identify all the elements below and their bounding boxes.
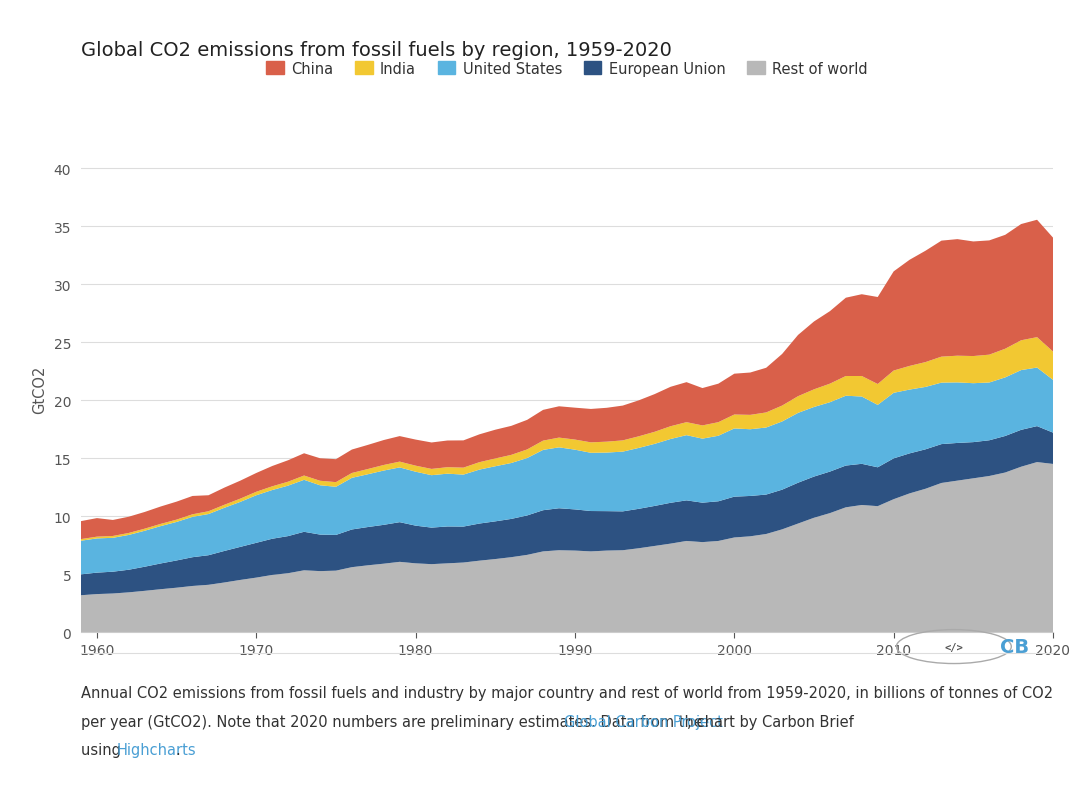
Y-axis label: GtCO2: GtCO2 [31,365,46,414]
Text: Annual CO2 emissions from fossil fuels and industry by major country and rest of: Annual CO2 emissions from fossil fuels a… [81,685,1053,700]
Text: Global Carbon Project: Global Carbon Project [564,714,723,728]
Text: Highcharts: Highcharts [117,742,195,757]
Text: using: using [81,742,125,757]
Text: Global CO2 emissions from fossil fuels by region, 1959-2020: Global CO2 emissions from fossil fuels b… [81,41,672,59]
Text: .: . [175,742,180,757]
Text: ; chart by Carbon Brief: ; chart by Carbon Brief [687,714,854,728]
Text: per year (GtCO2). Note that 2020 numbers are preliminary estimates. Data from th: per year (GtCO2). Note that 2020 numbers… [81,714,707,728]
Text: </>: </> [945,642,963,652]
Legend: China, India, United States, European Union, Rest of world: China, India, United States, European Un… [260,56,874,83]
Text: CB: CB [1000,637,1029,656]
